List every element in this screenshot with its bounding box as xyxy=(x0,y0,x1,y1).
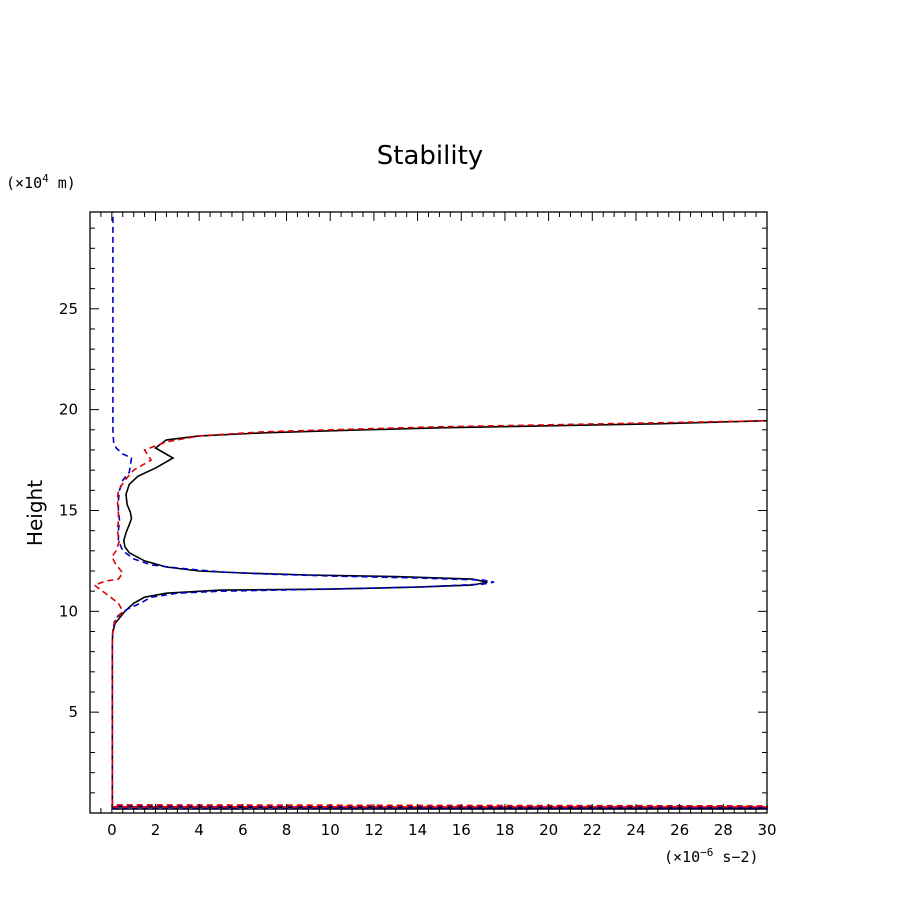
x-tick-label: 6 xyxy=(238,821,248,839)
x-tick-label: 20 xyxy=(539,821,558,839)
x-unit-prefix: (×10 xyxy=(664,848,700,866)
y-tick-label: 20 xyxy=(59,401,78,419)
series-line-2 xyxy=(111,212,768,809)
x-tick-label: 10 xyxy=(321,821,340,839)
x-tick-label: 30 xyxy=(757,821,776,839)
y-unit-suffix: m) xyxy=(49,174,76,192)
x-tick-label: 22 xyxy=(583,821,602,839)
x-tick-label: 28 xyxy=(714,821,733,839)
x-unit-suffix: s−2) xyxy=(713,848,758,866)
x-tick-label: 4 xyxy=(194,821,204,839)
x-tick-label: 12 xyxy=(364,821,383,839)
x-tick-label: 26 xyxy=(670,821,689,839)
x-tick-label: 2 xyxy=(151,821,161,839)
x-tick-label: 14 xyxy=(408,821,427,839)
y-tick-label: 5 xyxy=(68,703,78,721)
y-tick-label: 25 xyxy=(59,300,78,318)
y-tick-label: 15 xyxy=(59,501,78,519)
plot-frame xyxy=(89,211,768,814)
x-tick-label: 24 xyxy=(626,821,645,839)
x-unit-label: (×10−6 s−2) xyxy=(664,846,759,866)
y-tick-label: 10 xyxy=(59,602,78,620)
chart-title: Stability xyxy=(377,141,483,171)
y-unit-prefix: (×10 xyxy=(6,174,42,192)
y-axis-title: Height xyxy=(23,480,47,546)
y-unit-label: (×104 m) xyxy=(6,172,76,192)
x-tick-label: 8 xyxy=(282,821,292,839)
x-unit-exponent: −6 xyxy=(700,846,713,859)
series-line-1 xyxy=(111,419,768,810)
y-unit-exponent: 4 xyxy=(42,172,49,185)
plot-area xyxy=(92,212,768,810)
x-tick-label: 18 xyxy=(495,821,514,839)
x-tick-label: 16 xyxy=(452,821,471,839)
x-tick-label: 0 xyxy=(107,821,117,839)
series-line-3 xyxy=(92,419,768,808)
